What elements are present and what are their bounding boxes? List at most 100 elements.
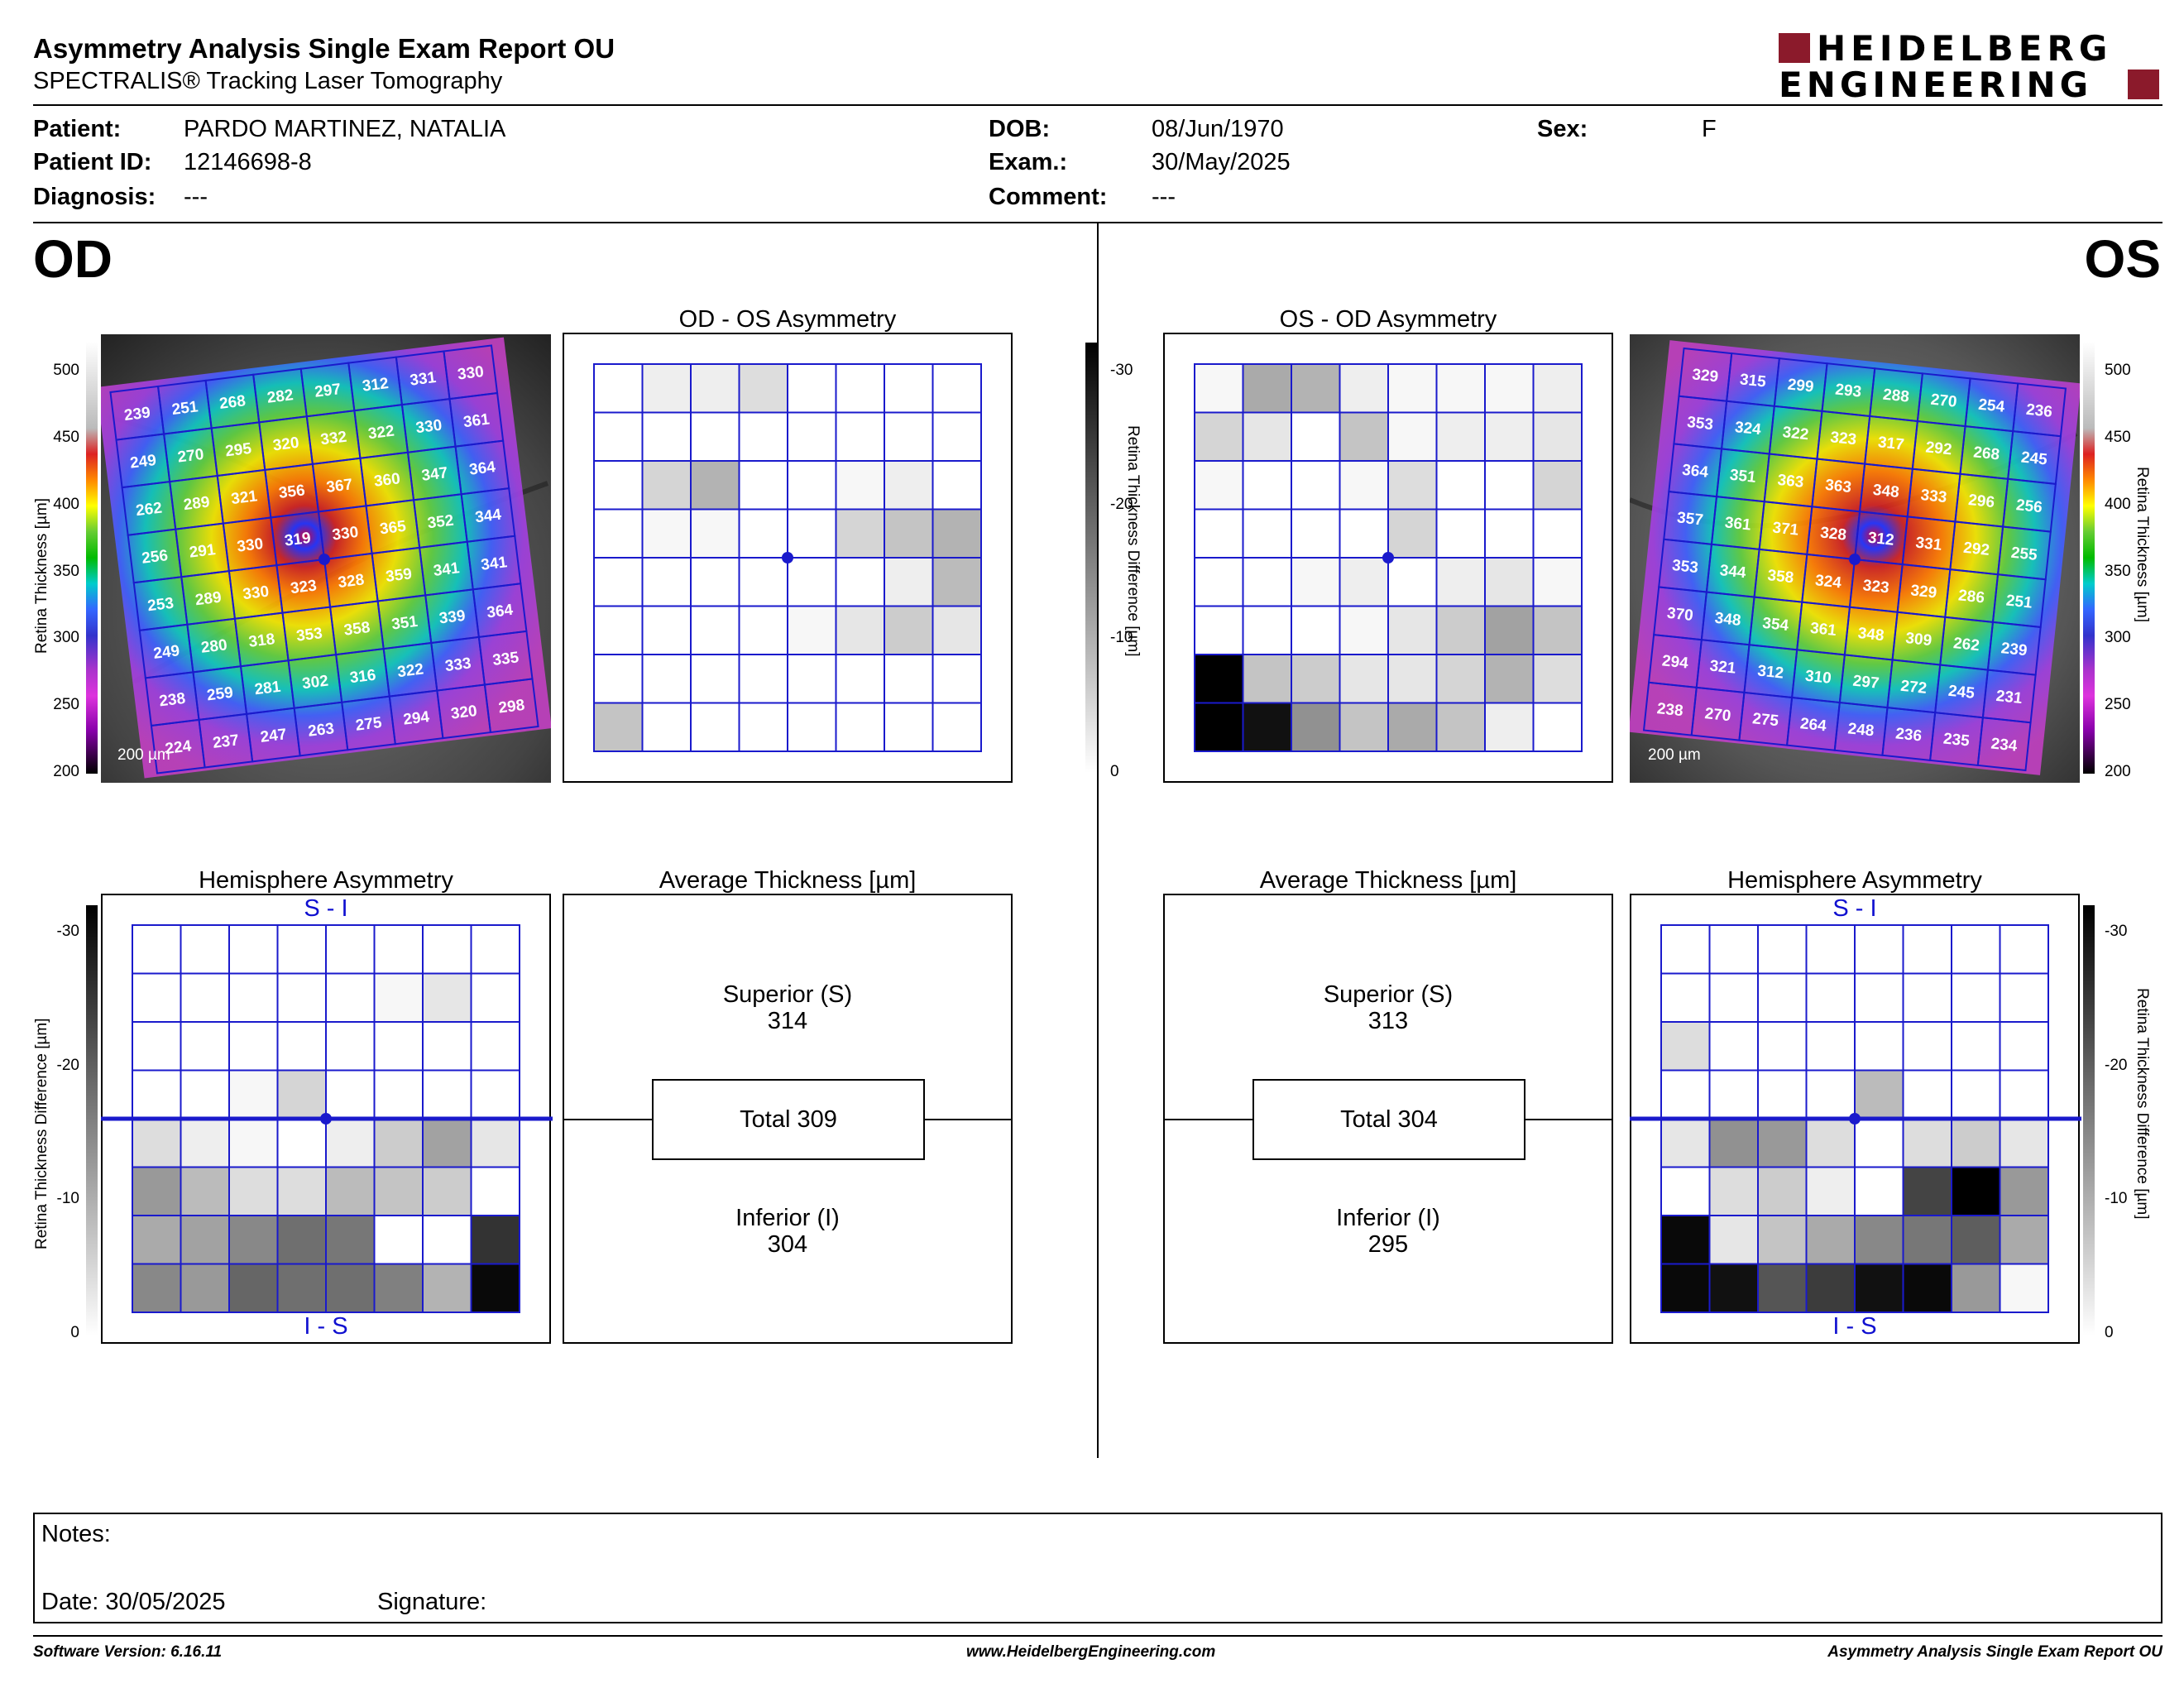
os-asym-cell	[1484, 605, 1535, 655]
os-inferior-value: 295	[1367, 1231, 1409, 1258]
os-hemi-cell	[1951, 924, 2001, 975]
os-thickness-value: 348	[1714, 610, 1742, 630]
od-asym-cell	[787, 363, 837, 414]
od-thickness-value: 365	[379, 518, 407, 539]
od-asym-fovea-marker	[782, 552, 793, 563]
diagnosis-label: Diagnosis:	[33, 184, 156, 210]
od-hemi-cell	[228, 1215, 279, 1265]
od-asym-title: OD - OS Asymmetry	[678, 306, 897, 333]
od-asym-cell	[593, 605, 644, 655]
os-thickness-scale	[2083, 342, 2095, 774]
od-thickness-value: 249	[129, 452, 157, 472]
os-asym-cell	[1339, 702, 1389, 752]
od-hemi-cell	[325, 1021, 376, 1072]
od-asym-cell	[593, 508, 644, 559]
od-asym-cell	[932, 654, 982, 704]
os-hemi-cell	[1708, 1118, 1759, 1168]
os-thickness-value: 331	[1915, 535, 1943, 554]
od-asym-cell	[738, 411, 788, 462]
footer-version: Software Version: 6.16.11	[33, 1643, 223, 1661]
os-thickness-value: 292	[1962, 539, 1990, 559]
scale-tick-label: 250	[53, 696, 79, 714]
od-asym-cell	[787, 411, 837, 462]
os-avg-panel: Superior (S) 313 Total 304 Inferior (I) …	[1163, 894, 1613, 1344]
od-asym-cell	[690, 460, 740, 511]
od-asym-cell	[641, 508, 692, 559]
os-thickness-value: 323	[1862, 577, 1890, 597]
os-asym-cell	[1194, 605, 1244, 655]
od-asym-cell	[738, 363, 788, 414]
od-hemi-cell	[180, 1118, 230, 1168]
os-hemi-cell	[1805, 972, 1856, 1023]
od-thickness-value: 249	[152, 642, 180, 663]
os-asym-cell	[1484, 411, 1535, 462]
od-thickness-cell	[483, 678, 539, 734]
od-thickness-value: 358	[343, 619, 371, 640]
os-hemi-cell	[1999, 1069, 2049, 1120]
od-thickness-value: 353	[295, 625, 323, 645]
os-thickness-value: 348	[1857, 625, 1885, 645]
os-thickness-value: 312	[1867, 530, 1895, 549]
scale-tick-label: -30	[2105, 923, 2128, 940]
od-asym-cell	[932, 460, 982, 511]
os-hemi-cell	[1660, 972, 1711, 1023]
od-thickness-value: 364	[468, 458, 496, 479]
od-asym-cell	[787, 460, 837, 511]
scale-tick-label: -20	[2105, 1056, 2128, 1074]
os-eye-label: OS	[2084, 229, 2161, 289]
os-fundus-map: 329 315 299 293 288 270 254 236 353 324 322 323 317 2…	[1630, 334, 2080, 783]
os-hemi-cell	[1757, 972, 1808, 1023]
scale-tick-label: 400	[53, 495, 79, 513]
od-thickness-value: 330	[236, 535, 264, 556]
os-thickness-value: 322	[1782, 424, 1810, 444]
os-hemi-cell	[1902, 1118, 1952, 1168]
scale-tick-label: 0	[2105, 1324, 2114, 1341]
scale-tick-label: 450	[53, 428, 79, 446]
od-thickness-value: 331	[409, 369, 437, 390]
od-hemi-cell	[132, 1069, 182, 1120]
od-thickness-value: 312	[362, 375, 390, 396]
od-hemi-cell	[276, 1166, 327, 1216]
os-thickness-value: 288	[1882, 386, 1910, 406]
od-hemi-cell	[132, 924, 182, 975]
patient-id-value: 12146698-8	[184, 149, 312, 175]
os-asym-cell	[1532, 557, 1583, 607]
os-asym-cell	[1339, 508, 1389, 559]
os-thickness-value: 236	[1894, 725, 1923, 745]
od-thickness-value: 330	[457, 363, 485, 384]
os-hemi-cell	[1660, 1118, 1711, 1168]
od-thickness-value: 341	[433, 559, 461, 580]
os-thickness-value: 358	[1766, 567, 1794, 587]
scale-tick-label: 500	[2105, 362, 2131, 379]
os-thickness-axis-label: Retina Thickness [µm]	[2134, 467, 2151, 622]
od-thickness-value: 298	[497, 697, 525, 717]
od-asym-cell	[835, 411, 885, 462]
od-thickness-value: 281	[253, 679, 281, 699]
od-asym-cell	[835, 557, 885, 607]
od-hemi-cell	[180, 924, 230, 975]
od-thickness-value: 364	[486, 602, 514, 622]
os-thickness-value: 312	[1756, 663, 1784, 683]
os-asym-cell	[1242, 557, 1292, 607]
od-asym-cell	[690, 363, 740, 414]
os-asym-cell	[1291, 508, 1341, 559]
od-thickness-value: 330	[414, 417, 443, 438]
os-asym-cell	[1291, 363, 1341, 414]
od-asym-cell	[690, 654, 740, 704]
od-thickness-value: 256	[141, 547, 169, 568]
center-diff-axis-label: Retina Thickness Difference [µm]	[1124, 425, 1142, 657]
os-thickness-value: 236	[2025, 401, 2053, 421]
os-hemi-cell	[1805, 1069, 1856, 1120]
od-total: Total 309	[652, 1079, 925, 1160]
od-thickness-value: 360	[373, 470, 401, 491]
os-hemi-cell	[1854, 1118, 1904, 1168]
date-label: Date: 30/05/2025	[41, 1589, 226, 1615]
od-inferior-label: Inferior (I)	[735, 1205, 840, 1231]
od-asym-cell	[593, 363, 644, 414]
od-hemi-cell	[276, 1069, 327, 1120]
os-thickness-value: 254	[1977, 396, 2005, 416]
os-thickness-value: 321	[1709, 657, 1737, 677]
od-asym-cell	[884, 654, 934, 704]
os-hemi-cell	[1757, 924, 1808, 975]
od-asym-cell	[787, 508, 837, 559]
